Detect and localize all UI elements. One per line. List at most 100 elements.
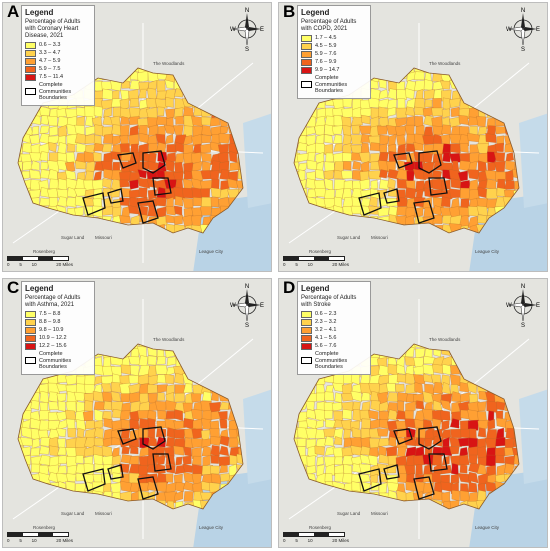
county-boundary (293, 343, 520, 510)
census-tract (57, 465, 67, 475)
legend-classes: 0.6 – 2.3 2.3 – 3.2 3.2 – 4.1 4.1 – 5.6 5.6 … (301, 311, 367, 350)
legend-swatch (301, 51, 312, 58)
census-tract (85, 116, 94, 127)
census-tract (110, 151, 123, 161)
census-tract (103, 152, 114, 163)
census-tract (146, 98, 157, 108)
census-tract (405, 446, 418, 458)
scale-tick-label: 20 Miles (332, 538, 349, 543)
legend-heading: Percentage of Adults with Stroke (301, 295, 357, 308)
compass-s: S (521, 47, 525, 51)
census-tract (477, 438, 486, 449)
census-tract (414, 437, 425, 447)
census-tract (156, 472, 169, 484)
census-tract (341, 455, 354, 465)
water-body (519, 113, 547, 208)
census-tract (49, 178, 59, 191)
census-tract (130, 445, 139, 455)
census-tract (477, 401, 487, 412)
census-tract (65, 151, 76, 164)
census-tract (165, 159, 175, 172)
census-tract (397, 392, 408, 403)
census-tract (306, 160, 318, 171)
census-tract (147, 384, 158, 394)
census-tract (218, 133, 231, 144)
legend-row-class-2: 3.3 – 4.7 (25, 50, 91, 57)
legend-row-class-1: 7.5 – 8.8 (25, 311, 91, 318)
census-tract (316, 392, 326, 402)
census-tract (422, 135, 435, 145)
census-tract (129, 391, 140, 403)
census-tract (468, 428, 477, 440)
census-tract (458, 134, 470, 146)
census-tract (405, 383, 418, 394)
legend-box: Legend Percentage of Adults with Stroke … (297, 281, 371, 375)
census-tract (210, 134, 222, 144)
compass-n: N (521, 284, 525, 290)
census-tract (433, 382, 443, 394)
census-tract (324, 134, 334, 144)
census-tract (440, 374, 450, 386)
scale-tick-label: 10 (307, 262, 313, 267)
census-tract (306, 126, 316, 136)
complete-communities-boundaries (358, 426, 448, 500)
compass-n: N (245, 8, 249, 14)
census-tract (307, 151, 316, 162)
census-tract (29, 152, 42, 162)
census-tract (84, 400, 94, 412)
census-tract (405, 116, 415, 128)
census-tract (505, 169, 514, 183)
scale-tick-label: 5 (295, 262, 298, 267)
census-tract (147, 355, 157, 366)
census-tract (494, 160, 506, 173)
census-tract (350, 205, 362, 214)
census-tract (49, 455, 61, 468)
legend-class-label: 9.9 – 14.7 (315, 67, 340, 74)
census-tract (57, 446, 67, 456)
census-tract (112, 135, 121, 146)
census-tract (156, 481, 167, 493)
census-tract (156, 356, 166, 365)
census-tract (110, 366, 122, 376)
scale-labels: 0 5 10 20 Miles (283, 262, 349, 267)
legend-row-class-3: 9.8 – 10.9 (25, 327, 91, 334)
panel-d: D Legend Percentage of Adults with Strok… (278, 278, 548, 548)
census-tract (395, 383, 405, 393)
census-tract (29, 134, 40, 145)
legend-swatch (301, 59, 312, 66)
legend-swatch (25, 66, 36, 73)
census-tract (47, 135, 60, 145)
census-tract (378, 382, 390, 396)
legend-swatch (301, 67, 312, 74)
census-tract (191, 438, 204, 448)
panel-label: A (7, 2, 20, 21)
census-tract (450, 143, 461, 154)
compass-w: W (230, 27, 236, 33)
census-tract (368, 170, 381, 180)
census-tract (397, 98, 406, 110)
census-tract (138, 88, 147, 99)
census-tract (415, 464, 423, 475)
census-tract (129, 80, 140, 90)
scale-bar: 0 5 10 20 Miles (7, 256, 73, 267)
census-tract (148, 151, 157, 164)
legend-row-boundaries: Complete Communities Boundaries (301, 75, 367, 95)
census-tract (173, 205, 183, 216)
census-tract (424, 89, 435, 100)
census-tract (173, 490, 184, 502)
census-tract (74, 206, 84, 217)
complete-communities-boundaries (358, 150, 448, 224)
census-tract (93, 170, 102, 182)
boundary-label: Complete Communities Boundaries (39, 82, 72, 101)
census-tract (157, 410, 167, 420)
census-tract (352, 160, 361, 170)
census-tract (173, 429, 186, 439)
legend-swatch (25, 343, 36, 350)
census-tract (442, 364, 452, 376)
north-arrow-compass-icon: N S W E (506, 284, 540, 327)
census-tract (432, 363, 444, 374)
census-tract (138, 187, 148, 199)
census-tract (120, 393, 131, 403)
census-tract (343, 161, 352, 171)
census-tract (341, 116, 352, 128)
